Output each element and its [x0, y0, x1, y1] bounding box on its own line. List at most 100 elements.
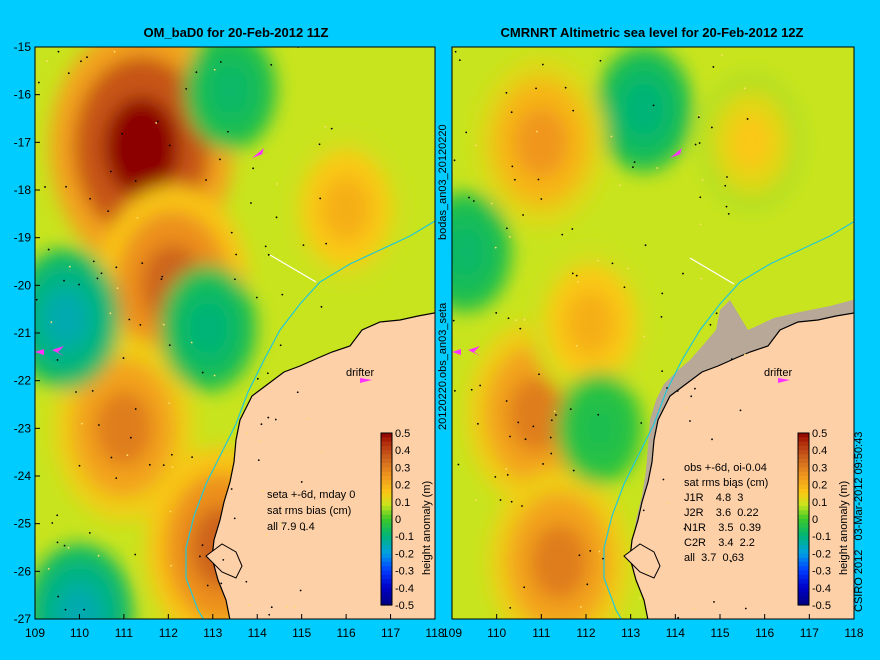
left-y-tick-label: -24: [14, 469, 32, 483]
left-obs-dot: [56, 514, 59, 517]
left-colorbar-label: height anomaly (m): [421, 481, 433, 575]
left-y-tick-label: -16: [14, 88, 32, 102]
right-anomaly-core: [452, 227, 485, 277]
right-obs-dot: [511, 165, 514, 168]
left-obs-dot: [274, 418, 277, 421]
right-obs-dot: [633, 161, 636, 163]
left-obs-dot: [267, 253, 270, 256]
left-obs-dot: [296, 391, 299, 394]
right-colorbar-tick: 0.2: [812, 480, 827, 492]
right-anomaly-core: [624, 83, 664, 135]
left-obs-dot: [206, 584, 209, 587]
right-obs-dot: [549, 436, 552, 439]
left-colorbar-segment: [381, 536, 392, 542]
left-colorbar-segment: [381, 562, 392, 567]
left-obs-dot: [281, 293, 284, 296]
right-obs-dot: [506, 473, 509, 476]
right-obs-dot: [744, 607, 747, 610]
left-obs-dot: [191, 456, 193, 459]
right-obs-dot: [730, 560, 732, 563]
left-obs-dot: [78, 464, 81, 467]
left-obs-dot: [259, 440, 262, 443]
left-obs-dot: [171, 466, 174, 468]
left-colorbar-segment: [381, 488, 392, 494]
right-obs-dot: [623, 286, 626, 289]
left-obs-dot: [91, 390, 94, 392]
right-colorbar: 0.5 0.4 0.3 0.2 0.1 0 -0.1 -0.2 -0.3 -0.4 -0.5: [797, 428, 831, 612]
right-colorbar-tick: 0.4: [812, 445, 827, 457]
left-obs-dot: [68, 265, 71, 268]
right-x-tick-label: 111: [532, 626, 551, 640]
right-obs-dot: [712, 66, 715, 68]
right-map-frame: [451, 46, 855, 620]
left-obs-dot: [115, 266, 118, 269]
left-obs-dot: [268, 613, 271, 616]
right-colorbar-segment: [798, 600, 809, 606]
left-obs-dot: [160, 278, 163, 281]
right-obs-dot: [618, 184, 621, 187]
left-obs-dot: [219, 158, 221, 161]
right-colorbar-segment: [798, 514, 809, 520]
left-obs-dot: [86, 56, 88, 59]
right-stats-line: C2R 3.4 2.2: [684, 537, 755, 549]
right-colorbar-segment: [798, 583, 809, 589]
left-obs-dot: [51, 522, 54, 524]
left-obs-dot: [205, 179, 207, 181]
left-colorbar-tick: 0.4: [395, 445, 410, 457]
left-y-tick-label: -23: [14, 421, 32, 435]
left-anomaly-core: [104, 97, 180, 198]
left-obs-dot: [325, 242, 328, 245]
right-colorbar-tick: -0.2: [812, 548, 831, 560]
left-obs-dot: [230, 231, 233, 234]
right-colorbar-tick: 0.3: [812, 462, 827, 474]
left-colorbar-segment: [381, 549, 392, 554]
right-colorbar-segment: [798, 574, 809, 580]
left-obs-dot: [190, 341, 193, 344]
right-drifter-track: [689, 257, 735, 285]
right-colorbar-tick: 0.5: [812, 428, 827, 440]
left-obs-dot: [56, 541, 59, 544]
right-obs-dot: [692, 608, 695, 611]
left-obs-dot: [64, 608, 67, 611]
left-colorbar-segment: [381, 433, 392, 438]
left-colorbar-segment: [381, 454, 392, 460]
left-colorbar: 0.5 0.4 0.3 0.2 0.1 0 -0.1 -0.2 -0.3 -0.4 -0.5: [380, 428, 414, 612]
right-obs-dot: [550, 419, 553, 422]
left-obs-dot: [279, 344, 282, 347]
left-obs-dot: [300, 481, 303, 483]
left-obs-dot: [80, 422, 83, 425]
right-obs-dot: [643, 335, 646, 338]
left-obs-dot: [126, 454, 129, 457]
right-obs-dot: [509, 606, 512, 609]
right-obs-dot: [694, 387, 696, 390]
right-obs-dot: [589, 549, 592, 552]
left-colorbar-segment: [381, 553, 392, 559]
right-obs-dot: [490, 202, 493, 205]
right-anomaly-field: [452, 47, 806, 619]
left-panel-side-label: bodas_an03_20120220: [437, 124, 449, 240]
right-stats-box: obs +-6d, oi-0.04 sat rms bias (cm) J1R …: [684, 462, 768, 564]
left-obs-dot: [67, 72, 70, 75]
right-obs-dot: [468, 196, 470, 199]
right-obs-dot: [694, 143, 697, 146]
left-colorbar-tick: 0.3: [395, 462, 410, 474]
right-obs-dot: [523, 586, 526, 589]
left-obs-dot: [260, 423, 263, 426]
left-colorbar-tick: 0.1: [395, 497, 410, 509]
right-obs-dot: [699, 223, 702, 226]
left-obs-dot: [201, 544, 204, 547]
left-y-tick-label: -18: [14, 183, 32, 197]
left-colorbar-segment: [381, 596, 392, 602]
left-obs-dot: [170, 564, 173, 567]
drifter-arrow-icon: [670, 148, 686, 158]
right-obs-dot: [578, 554, 581, 557]
left-x-tick-label: 114: [248, 626, 267, 640]
left-obs-dot: [222, 558, 225, 561]
right-obs-dot: [517, 421, 520, 424]
right-obs-dot: [524, 438, 527, 441]
right-obs-dot: [644, 244, 647, 247]
right-obs-dot: [689, 420, 691, 422]
right-panel-side-label: 20120220.obs_an03_seta: [437, 302, 449, 430]
right-colorbar-tick: -0.4: [812, 583, 831, 595]
right-obs-dot: [575, 344, 578, 347]
